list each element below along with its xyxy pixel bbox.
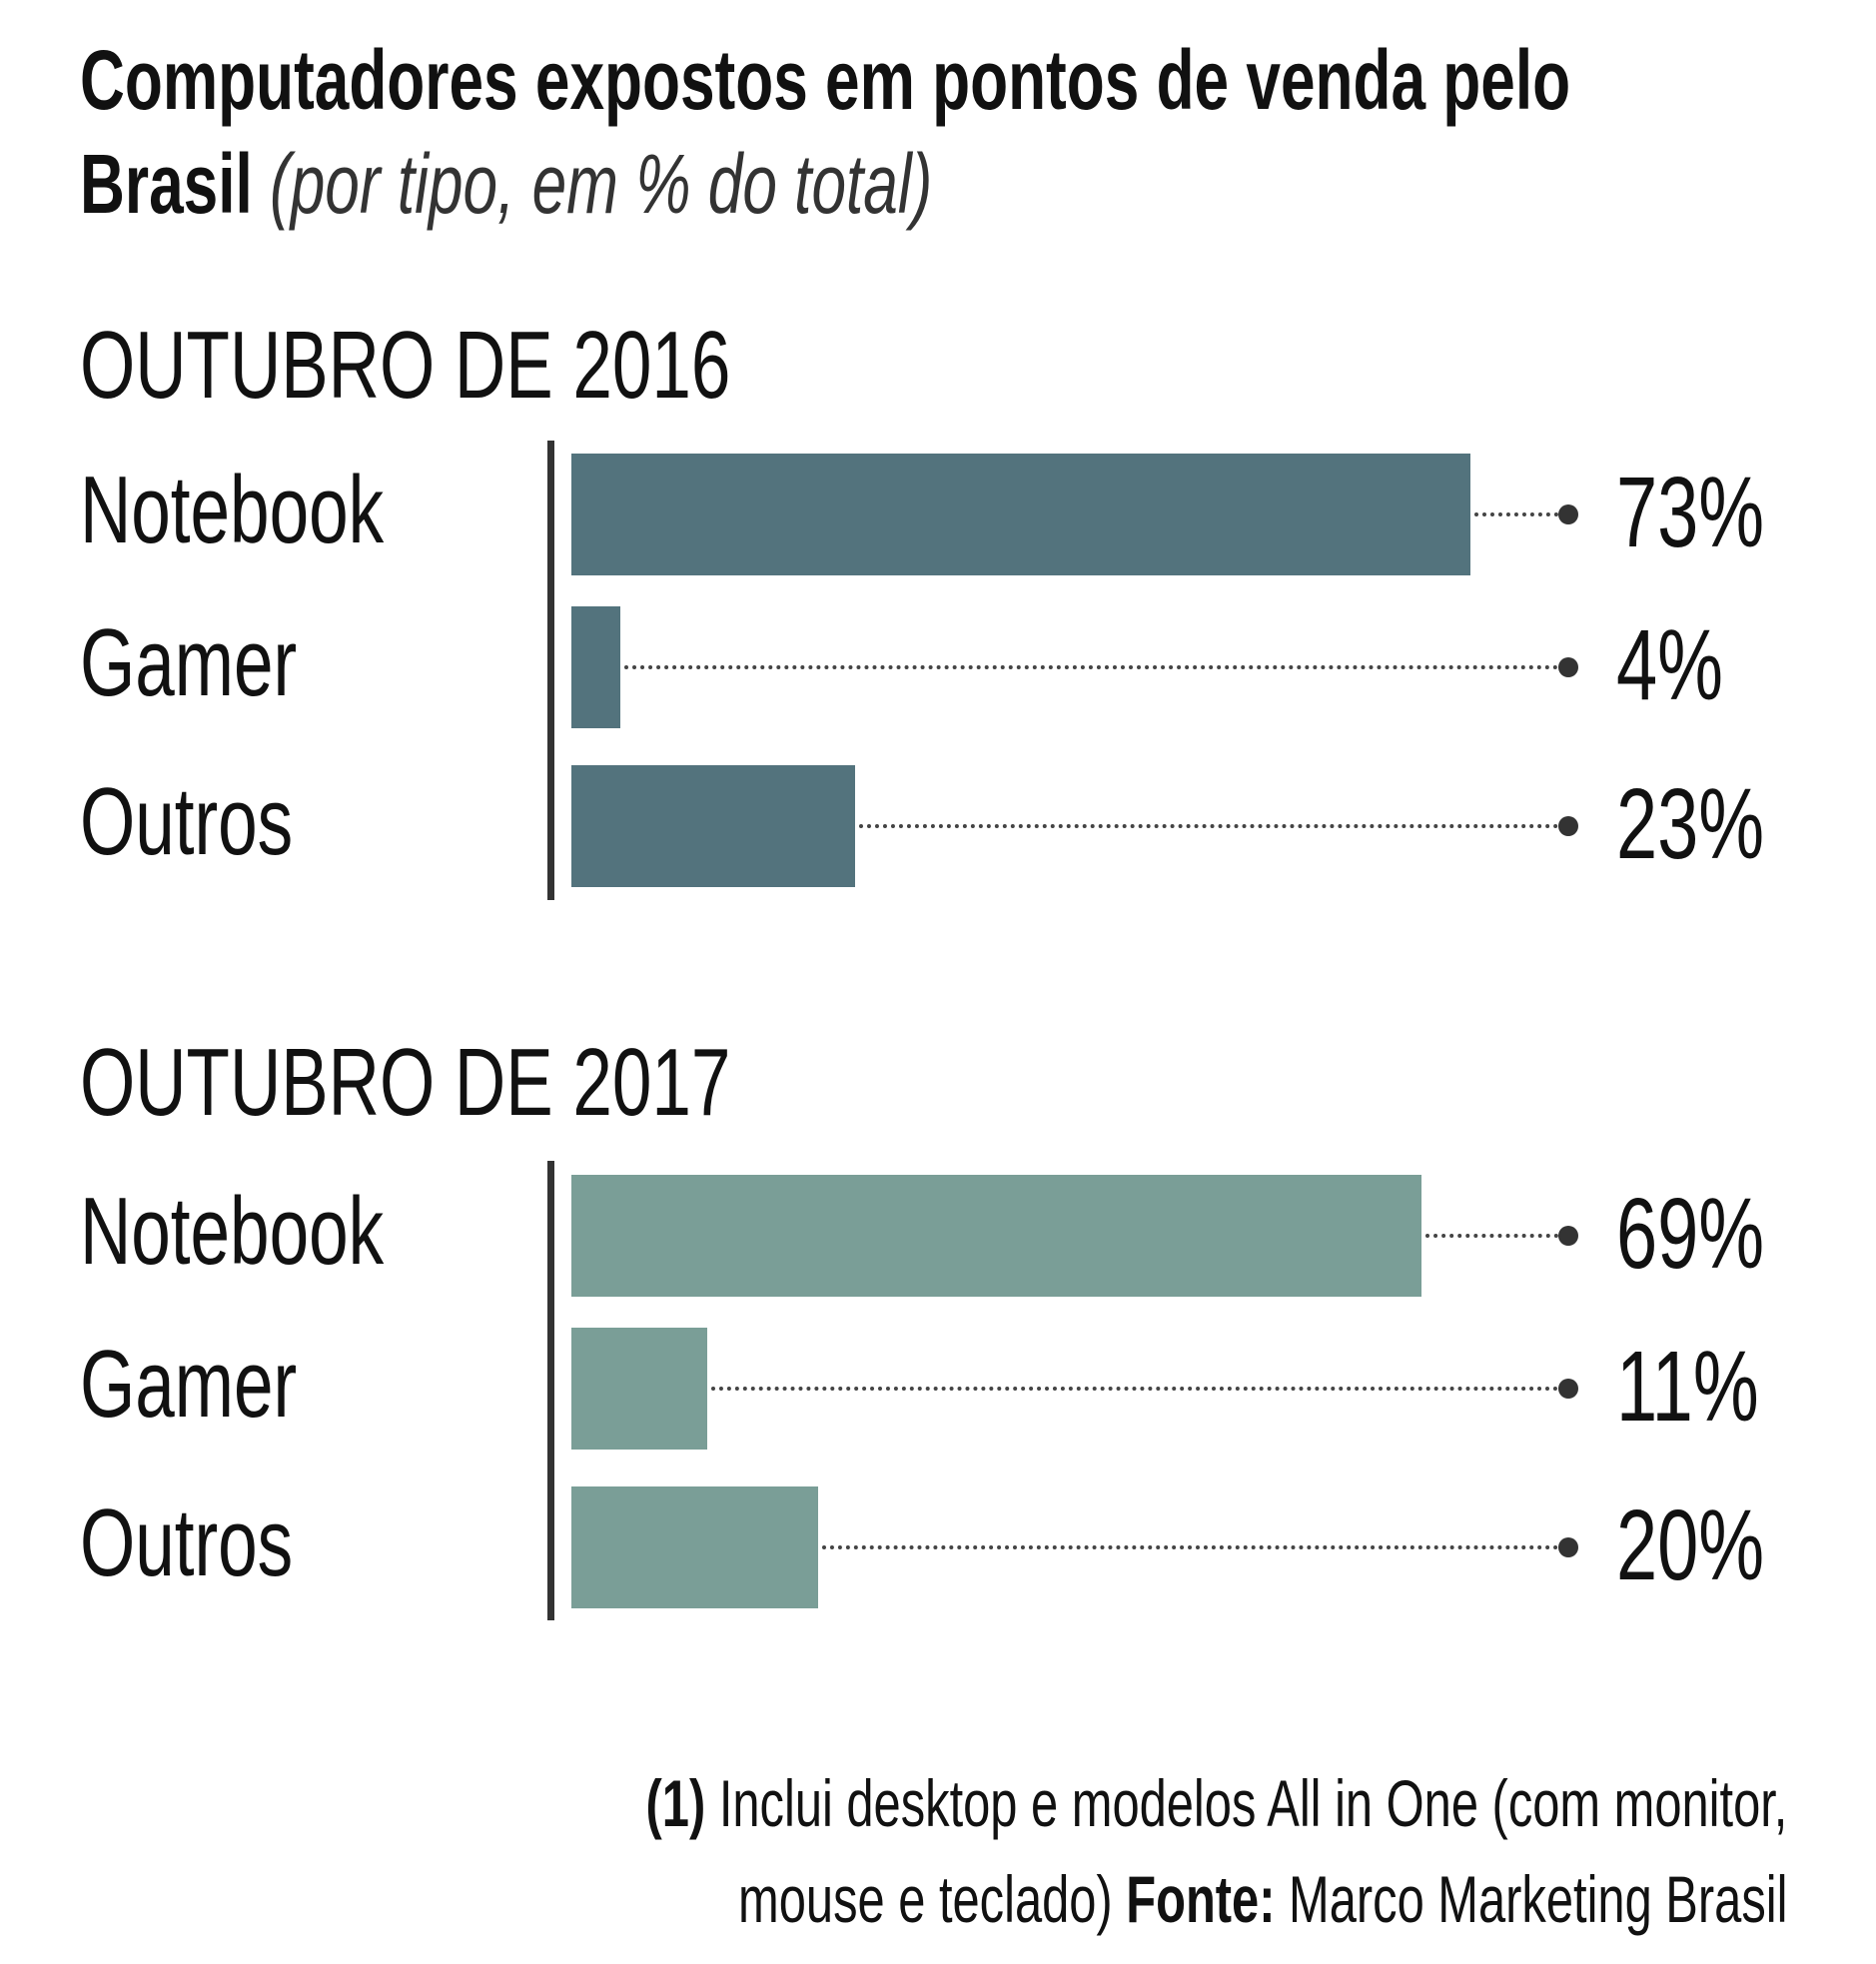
- leader-dot: [1558, 1226, 1578, 1246]
- value-label-text: 73%: [1616, 457, 1765, 568]
- category-label: Outros: [80, 1495, 368, 1591]
- category-label-text: Notebook: [80, 457, 385, 563]
- chart-title: Computadores expostos em pontos de venda…: [80, 33, 1571, 231]
- value-label: 23%: [1616, 774, 1816, 874]
- category-label-text: Outros: [80, 768, 294, 875]
- value-label-text: 4%: [1616, 609, 1723, 721]
- category-label: Notebook: [80, 463, 490, 558]
- footnote-text-2: mouse e teclado): [737, 1862, 1113, 1936]
- bar: [571, 765, 855, 887]
- panel-heading-text: OUTUBRO DE 2016: [80, 312, 731, 419]
- leader-dot: [1558, 657, 1578, 677]
- leader-dot: [1558, 1379, 1578, 1399]
- bar: [571, 1175, 1421, 1297]
- value-label: 4%: [1616, 615, 1761, 715]
- source-label: Fonte:: [1125, 1862, 1276, 1936]
- footnote-text-1: Inclui desktop e modelos All in One (com…: [718, 1766, 1788, 1840]
- value-label-text: 11%: [1616, 1331, 1759, 1443]
- panel-heading-text: OUTUBRO DE 2017: [80, 1029, 731, 1136]
- footnote-line-2: mouse e teclado) Fonte: Marco Marketing …: [370, 1866, 1787, 1932]
- bar: [571, 1486, 818, 1608]
- leader-line: [858, 824, 1558, 828]
- value-label: 73%: [1616, 463, 1816, 562]
- category-label-text: Notebook: [80, 1178, 385, 1285]
- panel-heading: OUTUBRO DE 2016: [80, 318, 959, 414]
- leader-line: [1474, 512, 1558, 516]
- value-label-text: 23%: [1616, 768, 1765, 880]
- y-axis-line: [547, 1161, 554, 1620]
- value-label: 20%: [1616, 1495, 1816, 1595]
- bar: [571, 454, 1471, 575]
- category-label-text: Gamer: [80, 1331, 298, 1438]
- leader-dot: [1558, 816, 1578, 836]
- value-label: 11%: [1616, 1337, 1809, 1437]
- category-label-text: Outros: [80, 1489, 294, 1596]
- source-text: Marco Marketing Brasil: [1288, 1862, 1787, 1936]
- value-label: 69%: [1616, 1184, 1816, 1284]
- footnote-line-1: (1) Inclui desktop e modelos All in One …: [245, 1770, 1787, 1836]
- leader-line: [821, 1545, 1558, 1549]
- category-label-text: Gamer: [80, 609, 298, 716]
- leader-line: [710, 1387, 1558, 1391]
- category-label: Gamer: [80, 615, 373, 711]
- panel-heading: OUTUBRO DE 2017: [80, 1035, 959, 1131]
- leader-line: [1424, 1234, 1558, 1238]
- value-label-text: 20%: [1616, 1489, 1765, 1601]
- category-label: Outros: [80, 774, 368, 870]
- chart-title-block: Computadores expostos em pontos de venda…: [80, 28, 1632, 236]
- category-label: Gamer: [80, 1337, 373, 1433]
- y-axis-line: [547, 441, 554, 900]
- footnote-marker: (1): [645, 1766, 705, 1840]
- chart-subtitle: (por tipo, em % do total): [270, 137, 933, 231]
- leader-dot: [1558, 504, 1578, 524]
- bar: [571, 1328, 707, 1450]
- leader-dot: [1558, 1537, 1578, 1557]
- bar: [571, 606, 621, 728]
- value-label-text: 69%: [1616, 1178, 1765, 1290]
- leader-line: [624, 665, 1558, 669]
- category-label: Notebook: [80, 1184, 490, 1280]
